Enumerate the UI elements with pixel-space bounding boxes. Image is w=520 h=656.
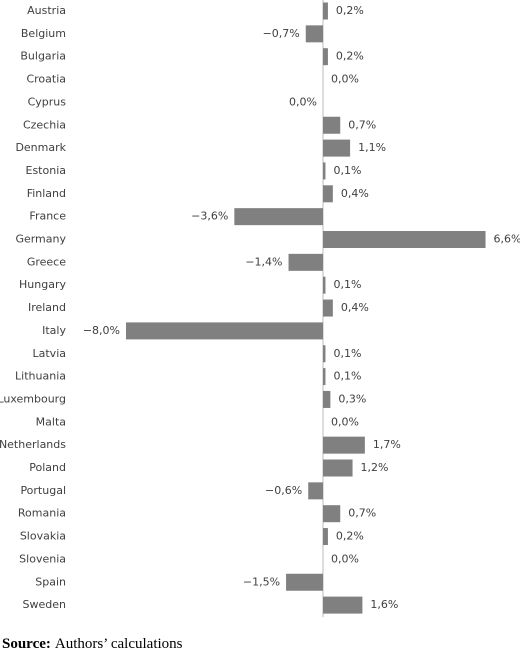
value-label: 0,1% [333,347,361,360]
category-label: Portugal [20,484,66,497]
bar [308,482,323,500]
category-label: Malta [36,415,66,428]
bar [234,208,323,226]
bar [323,345,326,363]
value-label: 0,2% [336,50,364,63]
category-label: Slovenia [19,552,66,565]
category-label: Ireland [28,301,66,314]
value-label: 0,0% [331,552,359,565]
category-label: Spain [35,575,66,588]
category-label: Romania [18,507,66,520]
category-label: Czechia [23,118,66,131]
value-label: −0,7% [263,27,300,40]
category-label: Netherlands [0,438,66,451]
value-label: 0,4% [341,187,369,200]
value-label: −3,6% [191,210,228,223]
category-label: Cyprus [28,95,67,108]
category-label: Hungary [19,278,66,291]
source-label: Source: [2,636,51,652]
value-label: −8,0% [83,324,120,337]
source: Source: Authors’ calculations [2,636,183,652]
value-label: 0,3% [338,392,366,405]
bar [126,322,323,340]
value-label: 0,1% [333,370,361,383]
category-label: Latvia [33,347,67,360]
bar [323,459,353,477]
bar [323,139,351,157]
bar [286,573,323,591]
bar [323,48,328,66]
category-label: Belgium [21,27,66,40]
category-label: Luxembourg [0,392,66,405]
category-label: Germany [15,233,66,246]
bar [323,162,326,180]
category-label: Finland [27,187,66,200]
value-label: 0,4% [341,301,369,314]
bar [323,368,326,386]
value-label: 0,0% [331,73,359,86]
category-label: Croatia [26,73,66,86]
category-label: Poland [29,461,66,474]
source-text: Authors’ calculations [55,636,183,652]
category-label: Denmark [15,141,66,154]
value-label: 0,0% [289,95,317,108]
bar [288,253,323,271]
bar [323,2,328,20]
bar [323,390,331,408]
value-label: −1,4% [245,255,282,268]
value-label: 1,7% [373,438,401,451]
bar [323,528,328,546]
category-label: Estonia [26,164,67,177]
bar [305,25,323,43]
bar [323,596,363,614]
value-label: 0,7% [348,507,376,520]
value-label: 0,1% [333,164,361,177]
value-label: 1,1% [358,141,386,154]
bar [323,231,486,248]
bar [323,116,341,134]
value-label: −1,5% [243,575,280,588]
value-label: 0,1% [333,278,361,291]
category-label: Sweden [23,598,66,611]
value-label: 0,0% [331,415,359,428]
bar [323,505,341,523]
value-label: 6,6% [494,233,520,246]
value-label: −0,6% [265,484,302,497]
category-label: Slovakia [20,530,66,543]
category-label: Austria [27,4,66,17]
bar [323,276,326,294]
value-label: 1,6% [370,598,398,611]
category-label: France [29,210,66,223]
category-label: Greece [27,255,66,268]
bar [323,299,333,317]
value-label: 0,7% [348,118,376,131]
category-label: Italy [42,324,66,337]
value-label: 0,2% [336,4,364,17]
value-label: 1,2% [361,461,389,474]
category-label: Bulgaria [20,50,66,63]
bar [323,185,333,203]
value-label: 0,2% [336,530,364,543]
category-label: Lithuania [15,370,66,383]
bar [323,436,365,454]
